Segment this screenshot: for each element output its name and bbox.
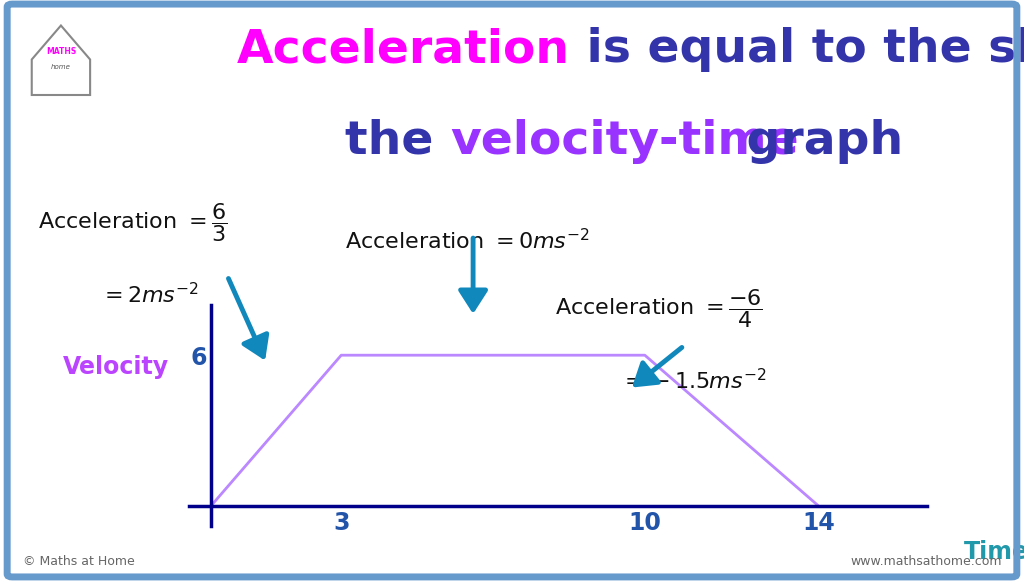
Text: $= -1.5ms^{-2}$: $= -1.5ms^{-2}$ (620, 368, 766, 393)
Text: Acceleration $= \dfrac{-6}{4}$: Acceleration $= \dfrac{-6}{4}$ (555, 288, 763, 331)
Text: Acceleration $= 0ms^{-2}$: Acceleration $= 0ms^{-2}$ (345, 228, 590, 253)
Text: the: the (345, 119, 450, 163)
Text: Acceleration $= \dfrac{6}{3}$: Acceleration $= \dfrac{6}{3}$ (38, 202, 227, 245)
Text: $= 2ms^{-2}$: $= 2ms^{-2}$ (100, 282, 199, 307)
Polygon shape (32, 26, 90, 95)
Text: © Maths at Home: © Maths at Home (23, 555, 134, 568)
Text: home: home (51, 64, 71, 70)
Text: www.mathsathome.com: www.mathsathome.com (850, 555, 1001, 568)
Text: Acceleration: Acceleration (237, 27, 570, 73)
Text: graph: graph (730, 119, 903, 163)
Text: Velocity: Velocity (62, 355, 169, 379)
Text: is equal to the slope of: is equal to the slope of (570, 27, 1024, 73)
Text: velocity-time: velocity-time (450, 119, 799, 163)
Text: Time: Time (964, 540, 1024, 564)
Text: MATHS: MATHS (46, 48, 76, 56)
